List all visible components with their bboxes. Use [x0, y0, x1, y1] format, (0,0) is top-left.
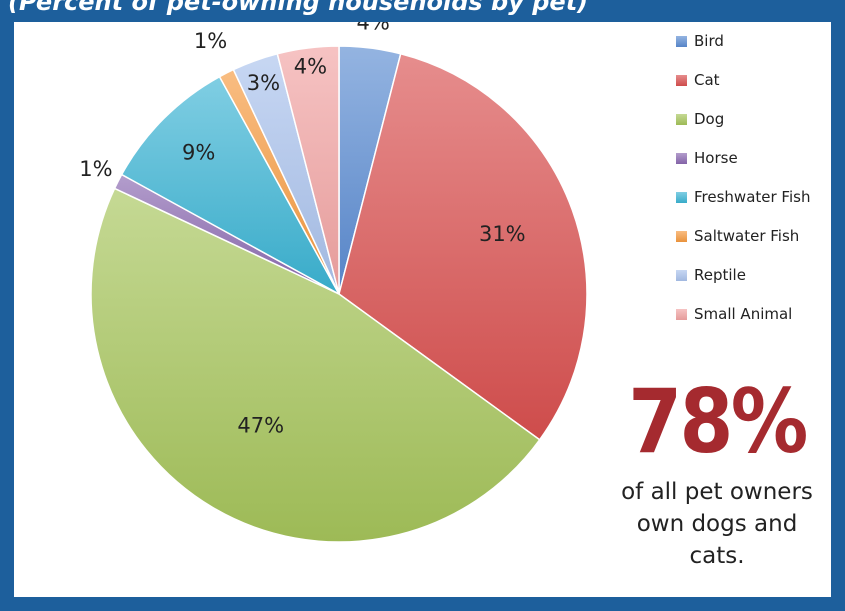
legend-swatch-bird	[676, 36, 687, 47]
header-text: (Percent of pet-owning households by pet…	[8, 0, 589, 16]
page-header: (Percent of pet-owning households by pet…	[0, 0, 845, 22]
data-label-bird: 4%	[357, 22, 390, 34]
data-label-freshwater-fish: 9%	[182, 141, 215, 165]
legend-label-freshwater-fish: Freshwater Fish	[694, 188, 810, 206]
callout-text: of all pet owners own dogs and cats.	[621, 479, 813, 569]
pie-slice-freshwater-fish	[120, 75, 341, 296]
data-label-dog: 47%	[237, 413, 284, 437]
pie-slice-small-animal	[276, 45, 340, 295]
data-label-saltwater-fish: 1%	[194, 29, 227, 53]
legend-label-saltwater-fish: Saltwater Fish	[694, 227, 799, 245]
legend-label-dog: Dog	[694, 110, 724, 128]
legend-label-horse: Horse	[694, 149, 738, 167]
data-label-horse: 1%	[79, 157, 112, 181]
data-label-small-animal: 4%	[294, 55, 327, 79]
legend-swatch-freshwater-fish	[676, 192, 687, 203]
callout-percent: 78%	[628, 370, 808, 473]
legend-swatch-cat	[676, 75, 687, 86]
legend-swatch-reptile	[676, 270, 687, 281]
callout: 78% of all pet owners own dogs and cats.	[602, 374, 832, 572]
legend-label-bird: Bird	[694, 32, 724, 50]
legend-swatch-saltwater-fish	[676, 231, 687, 242]
pet-ownership-pie-chart: 4% 31% 47% 1% 9% 1% 3% 4% Bird Cat Dog Horse Freshw…	[79, 22, 810, 543]
legend-label-reptile: Reptile	[694, 266, 746, 284]
chart-card: 4% 31% 47% 1% 9% 1% 3% 4% Bird Cat Dog Horse Freshw…	[14, 22, 831, 597]
data-label-reptile: 3%	[247, 71, 280, 95]
pie-slice-dog	[90, 187, 541, 543]
legend-label-cat: Cat	[694, 71, 720, 89]
legend-swatch-dog	[676, 114, 687, 125]
legend-swatch-small-animal	[676, 309, 687, 320]
pie-slice-cat	[338, 52, 588, 441]
legend-label-small-animal: Small Animal	[694, 305, 792, 323]
legend-swatch-horse	[676, 153, 687, 164]
data-label-cat: 31%	[479, 222, 526, 246]
